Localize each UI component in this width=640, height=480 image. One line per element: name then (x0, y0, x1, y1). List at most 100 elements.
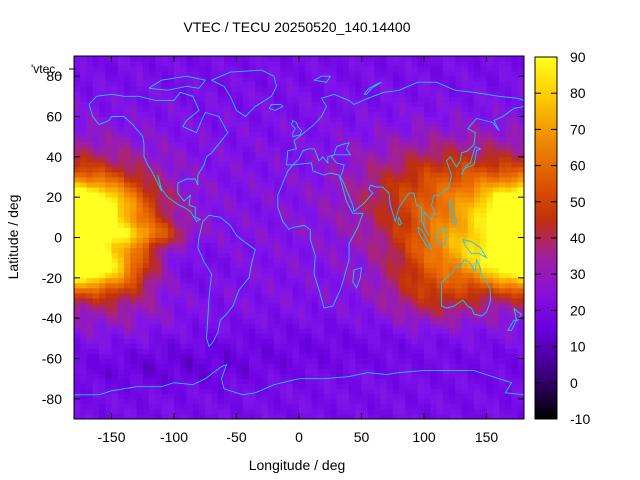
heatmap-cell (299, 197, 306, 203)
heatmap-cell (92, 116, 100, 122)
heatmap-cell (455, 141, 462, 148)
heatmap-cell (467, 368, 475, 375)
heatmap-cell (342, 343, 350, 349)
heatmap-cell (136, 76, 144, 82)
heatmap-cell (355, 131, 362, 138)
heatmap-cell (86, 202, 94, 208)
heatmap-cell (224, 91, 231, 97)
heatmap-cell (399, 81, 406, 87)
heatmap-cell (505, 388, 512, 395)
heatmap-cell (511, 106, 519, 112)
heatmap-cell (149, 328, 156, 334)
heatmap-cell (455, 333, 462, 339)
heatmap-cell (261, 242, 269, 248)
heatmap-cell (361, 277, 369, 284)
heatmap-cell (74, 388, 81, 395)
heatmap-cell (361, 81, 369, 87)
heatmap-cell (430, 106, 437, 112)
heatmap-cell (317, 348, 325, 354)
heatmap-cell (499, 156, 506, 163)
heatmap-cell (505, 192, 512, 198)
heatmap-cell (367, 298, 375, 304)
heatmap-cell (461, 343, 469, 349)
heatmap-cell (486, 393, 494, 400)
heatmap-cell (155, 303, 162, 309)
heatmap-cell (111, 353, 119, 359)
heatmap-cell (367, 267, 375, 274)
heatmap-cell (374, 262, 381, 269)
heatmap-cell (199, 343, 206, 349)
heatmap-cell (236, 363, 244, 369)
heatmap-cell (330, 136, 337, 143)
heatmap-cell (136, 277, 144, 284)
heatmap-cell (124, 96, 131, 102)
heatmap-cell (305, 232, 312, 238)
heatmap-cell (124, 126, 131, 133)
heatmap-cell (211, 262, 219, 269)
heatmap-cell (342, 222, 350, 228)
heatmap-cell (161, 358, 169, 364)
heatmap-cell (305, 111, 312, 117)
heatmap-cell (180, 227, 187, 233)
heatmap-cell (142, 126, 150, 133)
heatmap-cell (330, 247, 337, 254)
heatmap-cell (199, 171, 206, 178)
heatmap-cell (355, 151, 362, 158)
heatmap-cell (486, 116, 494, 122)
heatmap-cell (267, 161, 275, 168)
heatmap-cell (136, 318, 144, 324)
heatmap-cell (461, 232, 469, 238)
heatmap-cell (255, 111, 262, 117)
heatmap-cell (99, 262, 106, 269)
heatmap-cell (80, 303, 87, 309)
heatmap-cell (155, 76, 162, 82)
heatmap-cell (399, 323, 406, 329)
heatmap-cell (99, 257, 106, 264)
heatmap-cell (292, 207, 300, 213)
heatmap-cell (361, 383, 369, 390)
heatmap-cell (242, 323, 250, 329)
heatmap-cell (455, 106, 462, 112)
heatmap-cell (361, 272, 369, 279)
heatmap-cell (92, 378, 100, 385)
heatmap-cell (174, 136, 181, 143)
heatmap-cell (411, 277, 419, 284)
heatmap-cell (380, 328, 387, 334)
heatmap-cell (249, 413, 256, 419)
heatmap-cell (436, 151, 444, 158)
heatmap-cell (142, 151, 150, 158)
heatmap-cell (474, 177, 481, 183)
heatmap-cell (449, 71, 456, 77)
heatmap-cell (149, 156, 156, 163)
heatmap-cell (305, 76, 312, 82)
heatmap-cell (380, 182, 387, 188)
heatmap-cell (424, 393, 431, 400)
heatmap-cell (367, 197, 375, 203)
heatmap-cell (474, 343, 481, 349)
heatmap-cell (349, 338, 356, 344)
heatmap-cell (405, 308, 412, 314)
heatmap-cell (224, 156, 231, 163)
heatmap-cell (224, 403, 231, 410)
heatmap-cell (386, 192, 394, 198)
heatmap-cell (174, 313, 181, 319)
heatmap-cell (517, 403, 524, 410)
heatmap-cell (405, 313, 412, 319)
heatmap-cell (142, 363, 150, 369)
heatmap-cell (192, 212, 200, 218)
heatmap-cell (111, 282, 119, 289)
heatmap-cell (130, 81, 137, 87)
heatmap-cell (224, 303, 231, 309)
heatmap-cell (286, 71, 294, 77)
heatmap-cell (417, 388, 425, 395)
heatmap-cell (317, 166, 325, 173)
heatmap-cell (186, 338, 194, 344)
heatmap-cell (311, 161, 319, 168)
heatmap-cell (136, 237, 144, 243)
heatmap-cell (411, 187, 419, 193)
heatmap-cell (280, 328, 287, 334)
heatmap-cell (399, 91, 406, 97)
heatmap-cell (374, 76, 381, 82)
heatmap-cell (311, 166, 319, 173)
heatmap-cell (461, 252, 469, 259)
